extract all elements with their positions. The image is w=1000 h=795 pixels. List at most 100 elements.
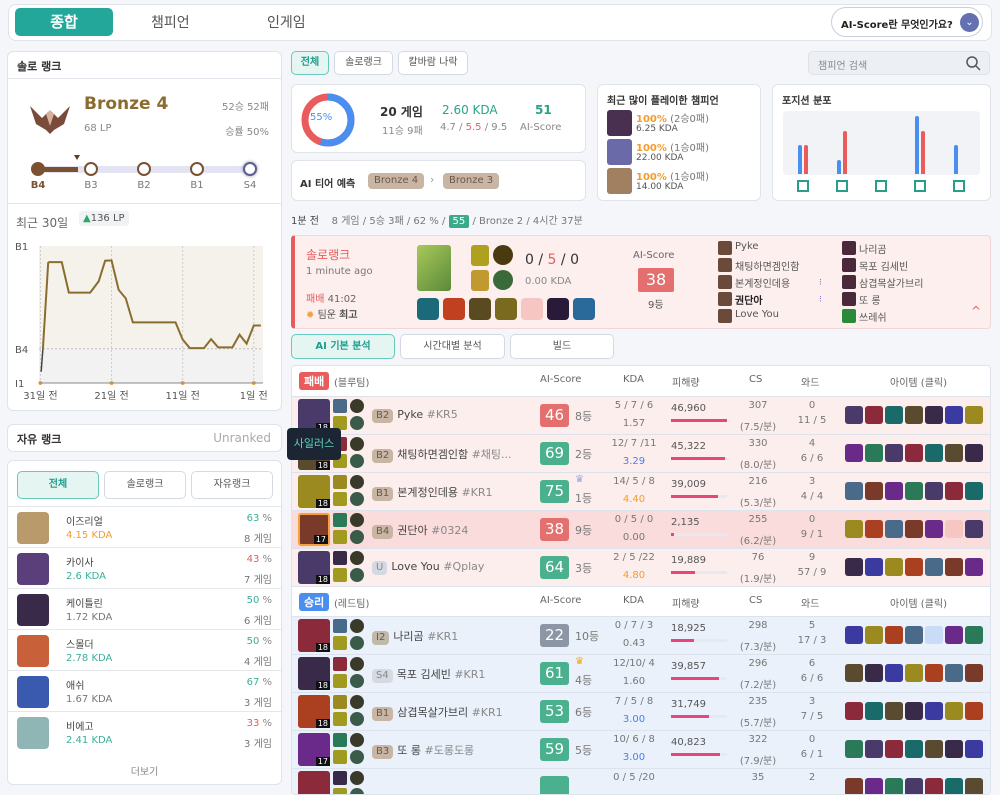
item-icon[interactable] (905, 482, 923, 500)
item-icon[interactable] (885, 406, 903, 424)
player-name[interactable]: 쓰레쉬 (859, 313, 887, 324)
champion-stat-row[interactable]: 카이사 2.6 KDA 43 % 7 게임 (8, 547, 281, 588)
item-icon[interactable] (905, 740, 923, 758)
item-icon[interactable] (925, 702, 943, 720)
player-name[interactable]: B4 권단아 #0324 (372, 522, 468, 539)
player-name[interactable]: 또 롱 (859, 296, 881, 307)
item-icon[interactable] (925, 740, 943, 758)
item-icon[interactable] (865, 626, 883, 644)
item-icon[interactable] (905, 702, 923, 720)
item-icon[interactable] (965, 520, 983, 538)
item-icon[interactable] (945, 626, 963, 644)
item-icon[interactable] (865, 444, 883, 462)
item-icon[interactable] (925, 664, 943, 682)
item-icon[interactable] (925, 558, 943, 576)
item-icon[interactable] (925, 520, 943, 538)
item-icon[interactable] (845, 558, 863, 576)
player-row[interactable]: 17 B3 또 롱 #도롱도롱 59 5등 10/ 6 / 8 3.00 40,823 322 (… (292, 730, 990, 768)
item-icon[interactable] (845, 482, 863, 500)
item-icon[interactable] (905, 444, 923, 462)
champion-stat-row[interactable]: 케이틀린 1.72 KDA 50 % 6 게임 (8, 588, 281, 629)
champion-stat-row[interactable]: 스몰더 2.78 KDA 50 % 4 게임 (8, 629, 281, 670)
item-icon[interactable] (905, 406, 923, 424)
item-icon[interactable] (945, 702, 963, 720)
player-row[interactable]: 18 B1 본계정인데용 #KR1 75 ♛ 1등 14/ 5 / 8 4.40 39,009 2… (292, 472, 990, 510)
player-row[interactable]: 18 B2 채팅하면겜인함 #채팅... 69 2등 12/ 7 /11 3.29 45,32… (292, 434, 990, 472)
item-icon[interactable] (925, 406, 943, 424)
item-icon[interactable] (845, 740, 863, 758)
item-icon[interactable] (905, 626, 923, 644)
player-name[interactable]: B1 본계정인데용 #KR1 (372, 484, 493, 501)
collapse-icon[interactable]: ^ (971, 304, 982, 318)
champion-search-input[interactable]: 챔피언 검색 (808, 51, 990, 75)
item-icon[interactable] (865, 778, 883, 794)
player-row[interactable]: 18 B1 삼겹목살가브리 #KR1 53 6등 7 / 5 / 8 3.00 31,749 2… (292, 692, 990, 730)
champion-stat-row[interactable]: 애쉬 1.67 KDA 67 % 3 게임 (8, 670, 281, 711)
item-icon[interactable] (945, 778, 963, 794)
ai-score-help-button[interactable]: AI-Score란 무엇인가요? ⌄ (831, 7, 983, 37)
item-icon[interactable] (885, 778, 903, 794)
filter-aram[interactable]: 칼바람 나락 (398, 51, 468, 75)
player-row[interactable]: 0 / 5 /20 35 2 (292, 768, 990, 794)
item-icon[interactable] (845, 520, 863, 538)
item-icon[interactable] (905, 778, 923, 794)
item-icon[interactable] (925, 444, 943, 462)
item-icon[interactable] (925, 482, 943, 500)
item-icon[interactable] (865, 520, 883, 538)
player-name[interactable]: 삼겹목살가브리 (859, 279, 924, 290)
item-icon[interactable] (885, 482, 903, 500)
player-name[interactable]: B2 채팅하면겜인함 #채팅... (372, 446, 512, 463)
tab-champion[interactable]: 챔피언 (151, 15, 190, 31)
item-icon[interactable] (945, 482, 963, 500)
item-icon[interactable] (865, 664, 883, 682)
item-icon[interactable] (905, 558, 923, 576)
tab-summary[interactable]: 종합 (15, 8, 113, 36)
player-name[interactable]: 목포 김세빈 (859, 262, 909, 273)
item-icon[interactable] (845, 626, 863, 644)
item-icon[interactable] (965, 664, 983, 682)
player-name[interactable]: I2 나리곰 #KR1 (372, 628, 458, 645)
search-icon[interactable] (965, 55, 981, 74)
item-icon[interactable] (845, 664, 863, 682)
item-icon[interactable] (845, 702, 863, 720)
champion-stat-row[interactable]: 비에고 2.41 KDA 33 % 3 게임 (8, 711, 281, 752)
player-name[interactable]: B1 삼겹목살가브리 #KR1 (372, 704, 503, 721)
item-icon[interactable] (965, 778, 983, 794)
item-icon[interactable] (945, 740, 963, 758)
player-row[interactable]: 18 U Love You #Qplay 64 3등 2 / 5 /22 4.80 19,88… (292, 548, 990, 586)
player-name[interactable]: Love You (735, 309, 779, 320)
item-icon[interactable] (865, 482, 883, 500)
item-icon[interactable] (865, 740, 883, 758)
tab-ai-analysis[interactable]: AI 기본 분석 (291, 334, 395, 359)
player-name[interactable]: S4 목포 김세빈 #KR1 (372, 666, 485, 683)
item-icon[interactable] (925, 778, 943, 794)
item-icon[interactable] (885, 520, 903, 538)
tab-build[interactable]: 빌드 (510, 334, 614, 359)
item-icon[interactable] (885, 626, 903, 644)
filter-all[interactable]: 전체 (17, 471, 99, 499)
item-icon[interactable] (865, 702, 883, 720)
champion-stat-row[interactable]: 이즈리얼 4.15 KDA 63 % 8 게임 (8, 506, 281, 547)
player-name[interactable]: Pyke (735, 241, 759, 252)
item-icon[interactable] (965, 444, 983, 462)
tab-ingame[interactable]: 인게임 (267, 15, 306, 31)
item-icon[interactable] (845, 444, 863, 462)
item-icon[interactable] (885, 740, 903, 758)
item-icon[interactable] (965, 482, 983, 500)
item-icon[interactable] (865, 558, 883, 576)
filter-solo[interactable]: 솔로랭크 (104, 471, 186, 499)
player-row[interactable]: 17 B4 권단아 #0324 38 9등 0 / 5 / 0 0.00 2,135 255 (6… (292, 510, 990, 548)
item-icon[interactable] (885, 444, 903, 462)
item-icon[interactable] (905, 664, 923, 682)
filter-solo-queue[interactable]: 솔로랭크 (334, 51, 393, 75)
item-icon[interactable] (865, 406, 883, 424)
item-icon[interactable] (885, 558, 903, 576)
item-icon[interactable] (945, 558, 963, 576)
item-icon[interactable] (885, 664, 903, 682)
item-icon[interactable] (945, 664, 963, 682)
item-icon[interactable] (905, 520, 923, 538)
item-slot-empty[interactable] (945, 520, 963, 538)
player-row[interactable]: 18 S4 목포 김세빈 #KR1 61 ♛ 4등 12/10/ 4 1.60 39,857 29… (292, 654, 990, 692)
player-name[interactable]: 본계정인데용 (735, 279, 791, 290)
